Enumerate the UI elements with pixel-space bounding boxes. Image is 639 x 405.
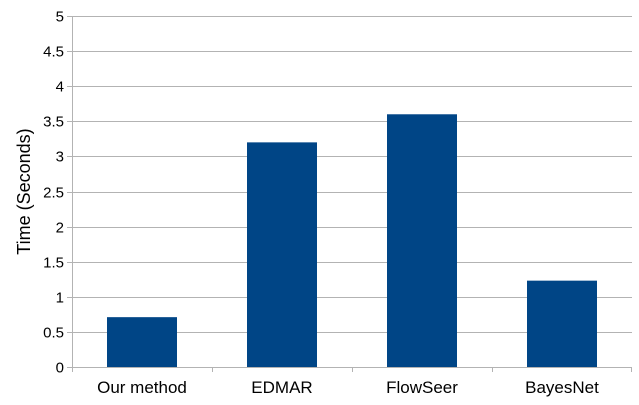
bar-layer [107, 114, 597, 367]
bar-3 [527, 280, 597, 367]
y-tick-label-1: 0.5 [43, 325, 64, 342]
bar-2 [387, 114, 457, 367]
grid-layer [72, 16, 632, 333]
y-tick-label-10: 5 [56, 9, 64, 26]
x-tick-label-3: BayesNet [525, 378, 599, 397]
axis-layer [67, 16, 632, 372]
y-axis-label: Time (Seconds) [14, 128, 34, 254]
y-tick-labels: 0 0.5 1 1.5 2 2.5 3 3.5 4 4.5 5 [43, 9, 64, 377]
y-tick-label-5: 2.5 [43, 185, 64, 202]
bar-0 [107, 317, 177, 367]
x-tick-label-1: EDMAR [251, 378, 312, 397]
x-tick-label-0: Our method [97, 378, 187, 397]
y-tick-label-7: 3.5 [43, 114, 64, 131]
y-tick-label-3: 1.5 [43, 255, 64, 272]
y-tick-label-2: 1 [56, 290, 64, 307]
x-tick-label-2: FlowSeer [386, 378, 458, 397]
bar-1 [247, 142, 317, 367]
x-tick-labels: Our method EDMAR FlowSeer BayesNet [97, 378, 599, 397]
y-tick-label-6: 3 [56, 149, 64, 166]
y-tick-label-8: 4 [56, 79, 64, 96]
y-tick-label-0: 0 [56, 360, 64, 377]
y-tick-label-9: 4.5 [43, 44, 64, 61]
y-tick-label-4: 2 [56, 220, 64, 237]
